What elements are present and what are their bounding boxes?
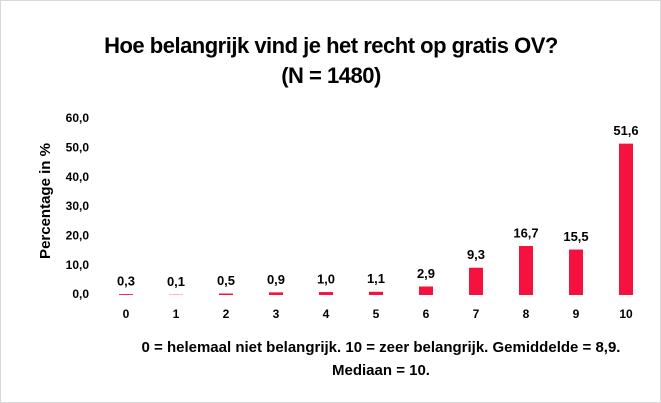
bar (419, 286, 433, 295)
y-tick-label: 60,0 (66, 111, 90, 125)
value-label: 1,1 (367, 271, 385, 286)
value-label: 0,9 (267, 272, 285, 287)
x-tick-label: 5 (373, 307, 380, 321)
x-tick-label: 0 (123, 307, 130, 321)
x-tick-label: 1 (173, 307, 180, 321)
bar (269, 292, 283, 295)
y-tick-label: 50,0 (66, 141, 90, 155)
x-axis-label: 0 = helemaal niet belangrijk. 10 = zeer … (141, 339, 621, 379)
x-tick-label: 10 (619, 307, 633, 321)
y-tick-label: 30,0 (66, 199, 90, 213)
value-label: 2,9 (417, 266, 435, 281)
bar (619, 143, 633, 295)
value-label: 1,0 (317, 272, 335, 287)
x-tick-label: 9 (573, 307, 580, 321)
x-tick-label: 2 (223, 307, 230, 321)
bar (469, 267, 483, 295)
value-label: 0,5 (217, 273, 235, 288)
chart-title: Hoe belangrijk vind je het recht op grat… (104, 33, 558, 88)
bar (519, 246, 533, 295)
bar (369, 291, 383, 295)
bar (119, 294, 133, 295)
value-label: 9,3 (467, 247, 485, 262)
x-tick-label: 6 (423, 307, 430, 321)
value-label: 0,1 (167, 274, 185, 289)
x-tick-label: 4 (323, 307, 330, 321)
x-tick-label: 8 (523, 307, 530, 321)
x-tick-label: 7 (473, 307, 480, 321)
y-tick-label: 0,0 (72, 287, 89, 301)
value-label: 16,7 (513, 225, 538, 240)
bar (319, 292, 333, 295)
x-tick-label: 3 (273, 307, 280, 321)
bar (219, 293, 233, 295)
y-tick-label: 10,0 (66, 258, 90, 272)
value-label: 51,6 (613, 123, 638, 138)
value-label: 15,5 (563, 229, 588, 244)
bar (569, 249, 583, 295)
value-label: 0,3 (117, 274, 135, 289)
y-tick-label: 40,0 (66, 170, 90, 184)
y-axis-label: Percentage in % (37, 143, 54, 259)
y-tick-label: 20,0 (66, 229, 90, 243)
